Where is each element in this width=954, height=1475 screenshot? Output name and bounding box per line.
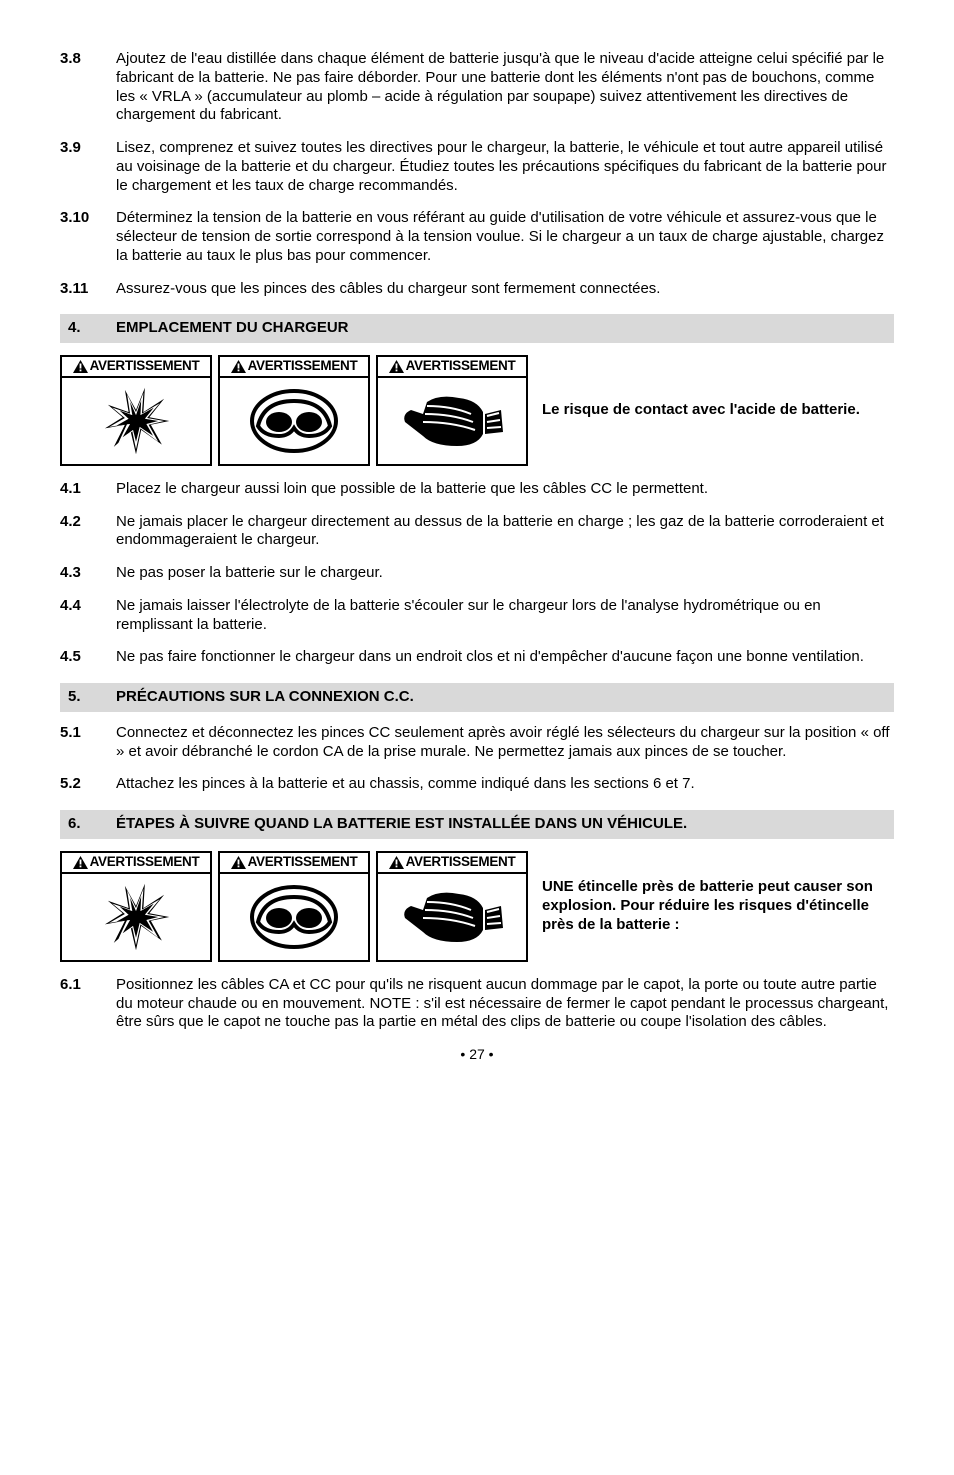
item-number: 3.8 bbox=[60, 50, 116, 125]
explosion-icon bbox=[62, 378, 210, 464]
explosion-icon bbox=[62, 874, 210, 960]
gloves-icon bbox=[378, 874, 526, 960]
item-number: 4.4 bbox=[60, 597, 116, 635]
list-item: 4.2 Ne jamais placer le chargeur directe… bbox=[60, 513, 894, 551]
item-text: Ne jamais laisser l'électrolyte de la ba… bbox=[116, 597, 894, 635]
warning-label: AVERTISSEMENT bbox=[62, 853, 210, 874]
item-text: Attachez les pinces à la batterie et au … bbox=[116, 775, 894, 794]
item-text: Ajoutez de l'eau distillée dans chaque é… bbox=[116, 50, 894, 125]
alert-triangle-icon bbox=[389, 360, 404, 373]
page-number: • 27 • bbox=[60, 1046, 894, 1064]
warning-row-4: AVERTISSEMENT AVERTISSEMENT AVE bbox=[60, 355, 894, 466]
warning-label: AVERTISSEMENT bbox=[220, 853, 368, 874]
section-number: 5. bbox=[68, 688, 116, 707]
section-title: EMPLACEMENT DU CHARGEUR bbox=[116, 319, 349, 338]
list-item: 3.11 Assurez-vous que les pinces des câb… bbox=[60, 280, 894, 299]
item-text: Ne jamais placer le chargeur directement… bbox=[116, 513, 894, 551]
warning-label: AVERTISSEMENT bbox=[378, 357, 526, 378]
list-item: 4.1 Placez le chargeur aussi loin que po… bbox=[60, 480, 894, 499]
item-number: 4.3 bbox=[60, 564, 116, 583]
warning-text-6: UNE étincelle près de batterie peut caus… bbox=[534, 878, 894, 934]
item-text: Déterminez la tension de la batterie en … bbox=[116, 209, 894, 265]
item-text: Ne pas poser la batterie sur le chargeur… bbox=[116, 564, 894, 583]
section-header-5: 5. PRÉCAUTIONS SUR LA CONNEXION C.C. bbox=[60, 683, 894, 712]
warning-label-text: AVERTISSEMENT bbox=[248, 358, 358, 375]
warning-row-6: AVERTISSEMENT AVERTISSEMENT AVE bbox=[60, 851, 894, 962]
list-item: 4.5 Ne pas faire fonctionner le chargeur… bbox=[60, 648, 894, 667]
warning-label: AVERTISSEMENT bbox=[62, 357, 210, 378]
item-number: 5.2 bbox=[60, 775, 116, 794]
list-item: 4.4 Ne jamais laisser l'électrolyte de l… bbox=[60, 597, 894, 635]
item-number: 3.11 bbox=[60, 280, 116, 299]
section-title: ÉTAPES À SUIVRE QUAND LA BATTERIE EST IN… bbox=[116, 815, 687, 834]
item-number: 4.2 bbox=[60, 513, 116, 551]
alert-triangle-icon bbox=[231, 856, 246, 869]
list-item: 3.10 Déterminez la tension de la batteri… bbox=[60, 209, 894, 265]
item-text: Placez le chargeur aussi loin que possib… bbox=[116, 480, 894, 499]
alert-triangle-icon bbox=[73, 856, 88, 869]
list-item: 5.1 Connectez et déconnectez les pinces … bbox=[60, 724, 894, 762]
section-number: 6. bbox=[68, 815, 116, 834]
warning-label-text: AVERTISSEMENT bbox=[406, 854, 516, 871]
alert-triangle-icon bbox=[389, 856, 404, 869]
goggles-icon bbox=[220, 378, 368, 464]
alert-triangle-icon bbox=[73, 360, 88, 373]
list-item: 3.9 Lisez, comprenez et suivez toutes le… bbox=[60, 139, 894, 195]
item-number: 4.5 bbox=[60, 648, 116, 667]
item-text: Connectez et déconnectez les pinces CC s… bbox=[116, 724, 894, 762]
warning-label-text: AVERTISSEMENT bbox=[248, 854, 358, 871]
warning-text-4: Le risque de contact avec l'acide de bat… bbox=[534, 401, 894, 420]
section-title: PRÉCAUTIONS SUR LA CONNEXION C.C. bbox=[116, 688, 414, 707]
warning-box-gloves: AVERTISSEMENT bbox=[376, 851, 528, 962]
item-text: Lisez, comprenez et suivez toutes les di… bbox=[116, 139, 894, 195]
section-header-6: 6. ÉTAPES À SUIVRE QUAND LA BATTERIE EST… bbox=[60, 810, 894, 839]
goggles-icon bbox=[220, 874, 368, 960]
list-item: 3.8 Ajoutez de l'eau distillée dans chaq… bbox=[60, 50, 894, 125]
warning-label-text: AVERTISSEMENT bbox=[90, 854, 200, 871]
warning-box-goggles: AVERTISSEMENT bbox=[218, 851, 370, 962]
gloves-icon bbox=[378, 378, 526, 464]
warning-label-text: AVERTISSEMENT bbox=[406, 358, 516, 375]
item-number: 3.10 bbox=[60, 209, 116, 265]
item-number: 6.1 bbox=[60, 976, 116, 1032]
section-number: 4. bbox=[68, 319, 116, 338]
warning-box-explosion: AVERTISSEMENT bbox=[60, 355, 212, 466]
list-item: 5.2 Attachez les pinces à la batterie et… bbox=[60, 775, 894, 794]
alert-triangle-icon bbox=[231, 360, 246, 373]
item-text: Assurez-vous que les pinces des câbles d… bbox=[116, 280, 894, 299]
warning-box-explosion: AVERTISSEMENT bbox=[60, 851, 212, 962]
warning-label: AVERTISSEMENT bbox=[378, 853, 526, 874]
item-number: 3.9 bbox=[60, 139, 116, 195]
item-text: Ne pas faire fonctionner le chargeur dan… bbox=[116, 648, 894, 667]
item-text: Positionnez les câbles CA et CC pour qu'… bbox=[116, 976, 894, 1032]
section-header-4: 4. EMPLACEMENT DU CHARGEUR bbox=[60, 314, 894, 343]
warning-label-text: AVERTISSEMENT bbox=[90, 358, 200, 375]
item-number: 5.1 bbox=[60, 724, 116, 762]
warning-label: AVERTISSEMENT bbox=[220, 357, 368, 378]
warning-box-gloves: AVERTISSEMENT bbox=[376, 355, 528, 466]
warning-box-goggles: AVERTISSEMENT bbox=[218, 355, 370, 466]
list-item: 4.3 Ne pas poser la batterie sur le char… bbox=[60, 564, 894, 583]
item-number: 4.1 bbox=[60, 480, 116, 499]
list-item: 6.1 Positionnez les câbles CA et CC pour… bbox=[60, 976, 894, 1032]
